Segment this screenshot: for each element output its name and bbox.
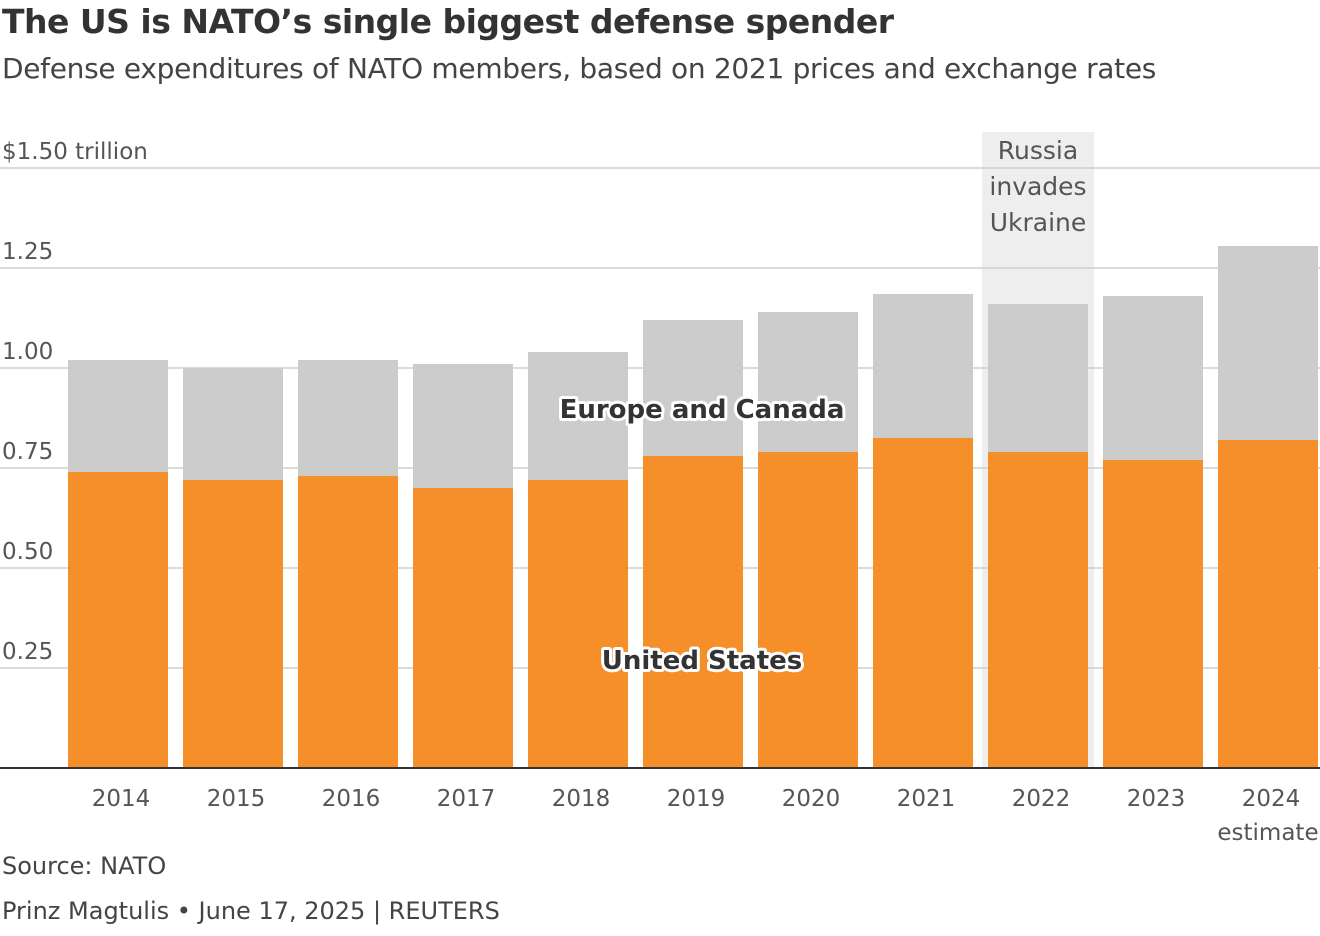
x-tick-label: 2022 xyxy=(1012,786,1071,812)
bar-united-states xyxy=(1218,440,1318,768)
bar-united-states xyxy=(298,476,398,768)
bar-europe-and-canada xyxy=(758,312,858,452)
bar-united-states xyxy=(68,472,168,768)
series-label: United States xyxy=(602,646,803,676)
x-tick-label: 2023 xyxy=(1127,786,1186,812)
x-tick-label: 2024 xyxy=(1242,786,1301,812)
bar-europe-and-canada xyxy=(68,360,168,472)
bar-united-states xyxy=(758,452,858,768)
bar-europe-and-canada xyxy=(643,320,743,456)
x-tick-label: 2014 xyxy=(92,786,151,812)
chart-title: The US is NATO’s single biggest defense … xyxy=(2,2,894,41)
bar-europe-and-canada xyxy=(528,352,628,480)
y-tick-label: 1.00 xyxy=(2,339,53,365)
x-tick-label: 2021 xyxy=(897,786,956,812)
annotation-text: invades xyxy=(989,172,1086,201)
y-tick-label: 1.25 xyxy=(2,239,53,265)
chart-subtitle: Defense expenditures of NATO members, ba… xyxy=(2,52,1157,85)
x-tick-label: 2016 xyxy=(322,786,381,812)
bar-united-states xyxy=(988,452,1088,768)
series-label: Europe and Canada xyxy=(560,395,845,425)
bar-europe-and-canada xyxy=(988,304,1088,452)
bar-united-states xyxy=(873,438,973,768)
y-tick-label: 0.25 xyxy=(2,639,53,665)
bar-united-states xyxy=(528,480,628,768)
bar-europe-and-canada xyxy=(1218,246,1318,440)
byline: Prinz Magtulis • June 17, 2025 | REUTERS xyxy=(2,897,500,925)
x-tick-label: 2015 xyxy=(207,786,266,812)
source-note: Source: NATO xyxy=(2,852,167,880)
annotation-text: Russia xyxy=(998,136,1078,165)
y-tick-label: 0.50 xyxy=(2,539,53,565)
chart: Russia invades Ukraine 0.25 0.50 0.75 1.00 1.25… xyxy=(0,132,1320,846)
bar-europe-and-canada xyxy=(413,364,513,488)
bar-europe-and-canada xyxy=(298,360,398,476)
bar-europe-and-canada xyxy=(873,294,973,438)
y-tick-label: $1.50 trillion xyxy=(2,139,148,165)
x-tick-label: 2019 xyxy=(667,786,726,812)
x-tick-label: 2017 xyxy=(437,786,496,812)
bar-united-states xyxy=(1103,460,1203,768)
bar-united-states xyxy=(643,456,743,768)
x-tick-sublabel: estimate xyxy=(1217,820,1318,846)
x-tick-label: 2018 xyxy=(552,786,611,812)
bar-europe-and-canada xyxy=(183,368,283,480)
bar-united-states xyxy=(183,480,283,768)
annotation-text: Ukraine xyxy=(990,208,1087,237)
x-tick-label: 2020 xyxy=(782,786,841,812)
bar-united-states xyxy=(413,488,513,768)
y-tick-label: 0.75 xyxy=(2,439,53,465)
bar-europe-and-canada xyxy=(1103,296,1203,460)
